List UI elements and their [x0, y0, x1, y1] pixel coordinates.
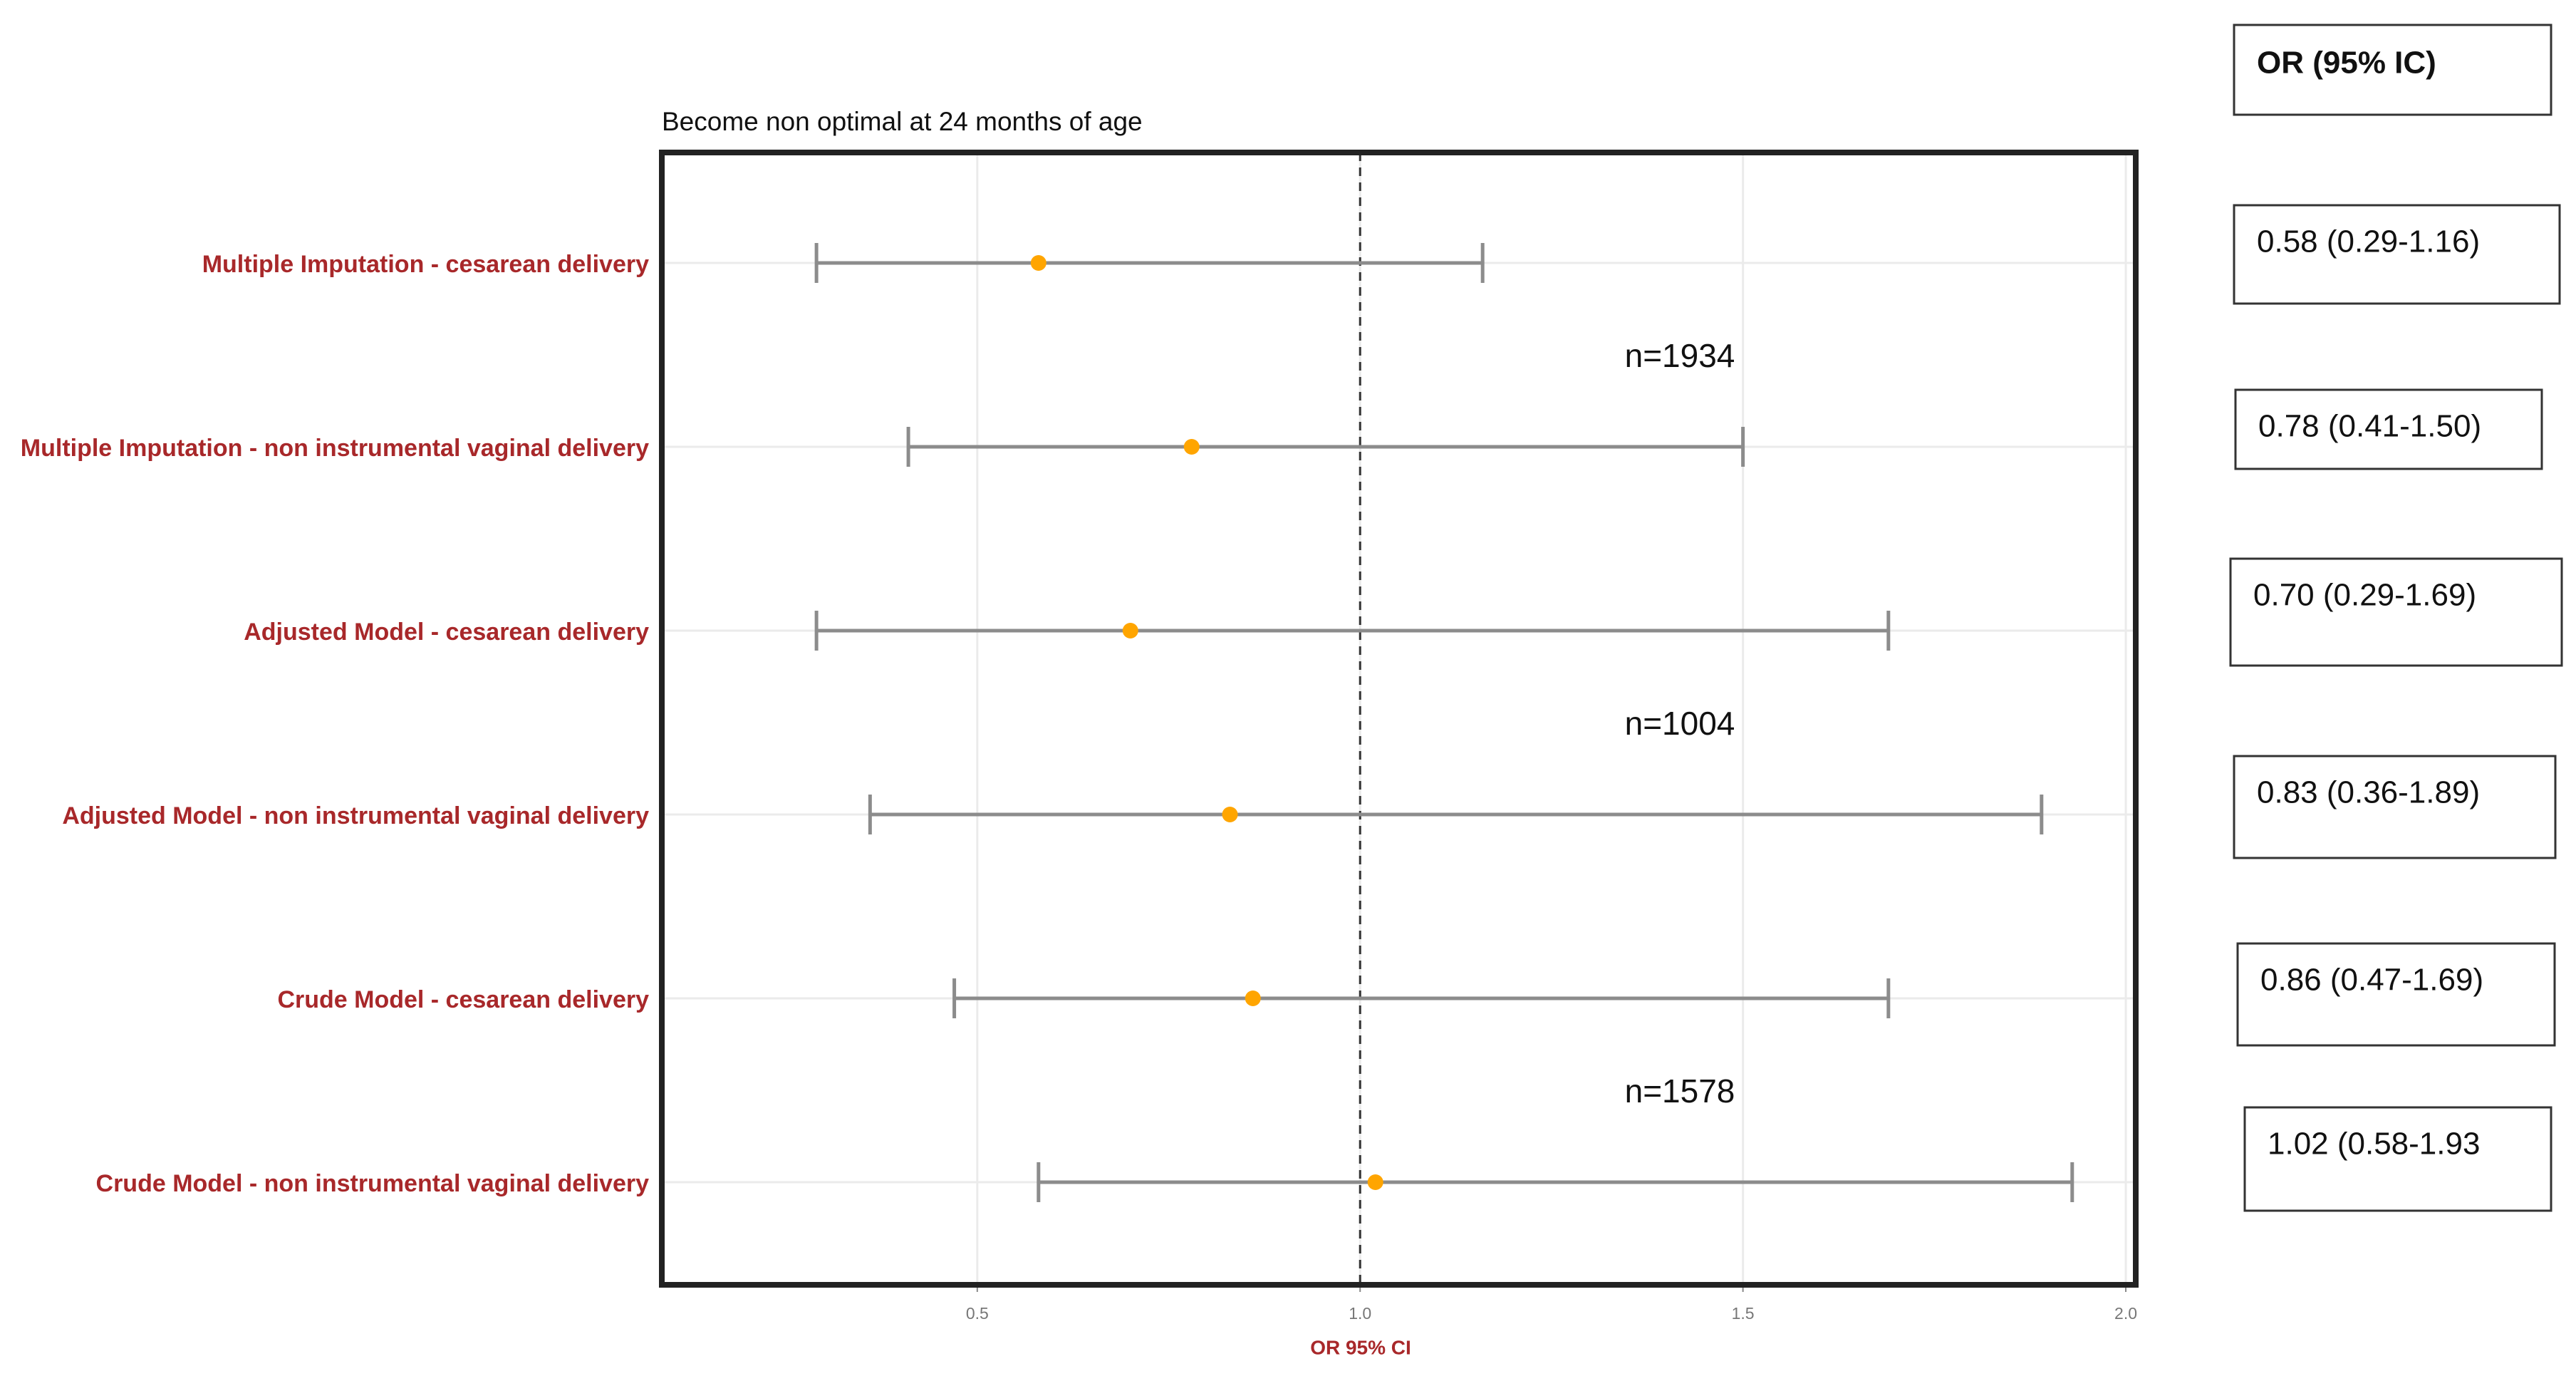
value-label: 0.86 (0.47-1.69) — [2260, 963, 2483, 998]
point — [1030, 255, 1046, 271]
value-label: 1.02 (0.58-1.93 — [2268, 1127, 2480, 1162]
x-axis-label: OR 95% CI — [1310, 1336, 1411, 1358]
chart-title: Become non optimal at 24 months of age — [662, 107, 1143, 136]
point — [1245, 991, 1261, 1006]
point — [1367, 1174, 1383, 1190]
x-tick-label: 1.0 — [1349, 1304, 1371, 1323]
annotation: n=1004 — [1625, 705, 1735, 742]
plot-frame — [659, 150, 2139, 1288]
table-box — [2233, 204, 2561, 305]
annotation: n=1578 — [1625, 1072, 1735, 1110]
annotation: n=1934 — [1625, 337, 1735, 374]
value-label: 0.70 (0.29-1.69) — [2253, 578, 2476, 613]
value-label: 0.78 (0.41-1.50) — [2258, 409, 2481, 444]
point — [1122, 623, 1138, 638]
table-box — [2243, 1106, 2552, 1212]
category-label: Crude Model - non instrumental vaginal d… — [96, 1170, 650, 1197]
table-header: OR (95% IC) — [2257, 46, 2436, 81]
category-label: Adjusted Model - cesarean delivery — [244, 619, 649, 646]
value-label: 0.58 (0.29-1.16) — [2257, 224, 2480, 259]
category-label: Crude Model - cesarean delivery — [277, 986, 649, 1013]
category-label: Adjusted Model - non instrumental vagina… — [62, 802, 649, 829]
point — [1183, 439, 1200, 455]
category-label: Multiple Imputation - cesarean delivery — [202, 251, 649, 278]
point — [1222, 807, 1238, 822]
category-label: Multiple Imputation - non instrumental v… — [21, 435, 649, 462]
x-tick-label: 1.5 — [1732, 1304, 1755, 1323]
table-box — [2233, 24, 2552, 116]
x-tick-label: 2.0 — [2114, 1304, 2137, 1323]
value-label: 0.83 (0.36-1.89) — [2257, 775, 2480, 810]
table-box — [2229, 557, 2563, 667]
table-box — [2234, 388, 2543, 470]
table-box — [2233, 755, 2557, 859]
x-tick-label: 0.5 — [966, 1304, 989, 1323]
table-box — [2236, 942, 2556, 1047]
